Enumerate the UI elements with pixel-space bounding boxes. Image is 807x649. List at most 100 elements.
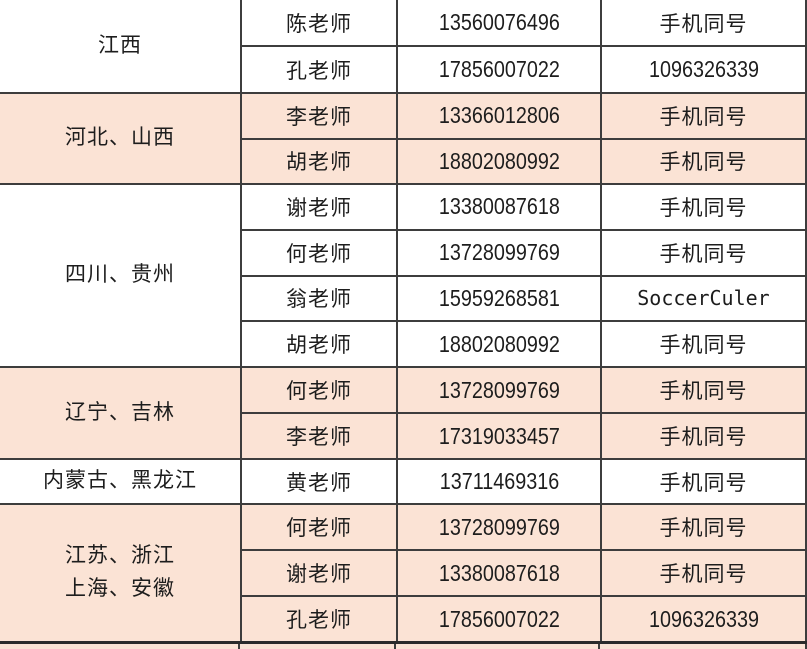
phone-cell: 13728099769 <box>396 505 600 549</box>
group-rows: 谢老师 13380087618 手机同号 何老师 13728099769 手机同… <box>240 185 805 366</box>
phone-number: 17856007022 <box>438 56 560 82</box>
region-group-liaoning-jilin: 辽宁、吉林 何老师 13728099769 手机同号 李老师 173190334… <box>0 366 805 458</box>
contact-value: 手机同号 <box>659 380 748 403</box>
group-rows: 李老师 13366012806 手机同号 胡老师 18802080992 手机同… <box>240 94 805 183</box>
teacher-cell-sliver <box>240 644 396 649</box>
region-group-sichuan-guizhou: 四川、贵州 谢老师 13380087618 手机同号 何老师 137280997… <box>0 183 805 366</box>
phone-number: 15959268581 <box>438 284 560 311</box>
teacher-cell: 何老师 <box>242 231 396 275</box>
table-row: 谢老师 13380087618 手机同号 <box>242 549 805 595</box>
region-cell: 辽宁、吉林 <box>0 368 240 458</box>
phone-number: 13380087618 <box>438 193 560 220</box>
phone-number: 18802080992 <box>438 147 560 174</box>
teacher-label: 谢老师 <box>286 196 352 220</box>
teacher-label: 陈老师 <box>286 12 352 36</box>
region-cell: 内蒙古、黑龙江 <box>0 460 240 503</box>
teacher-cell: 胡老师 <box>242 322 396 366</box>
group-rows: 陈老师 13560076496 手机同号 孔老师 17856007022 109… <box>240 0 805 92</box>
contact-cell: 手机同号 <box>600 185 805 229</box>
teacher-label: 何老师 <box>286 517 352 540</box>
contact-value: 1096326339 <box>648 56 759 82</box>
phone-number: 13728099769 <box>438 376 560 403</box>
group-rows: 黄老师 13711469316 手机同号 <box>240 460 805 503</box>
phone-number: 13711469316 <box>439 468 559 494</box>
region-group-jiangxi: 江西 陈老师 13560076496 手机同号 孔老师 17856007022 … <box>0 0 805 92</box>
teacher-label: 翁老师 <box>286 288 352 312</box>
teacher-label: 胡老师 <box>286 334 352 358</box>
contact-cell: 手机同号 <box>600 230 805 275</box>
phone-number: 17319033457 <box>438 422 560 449</box>
contact-value: 手机同号 <box>659 517 748 540</box>
phone-number: 18802080992 <box>438 330 560 357</box>
contact-cell-sliver <box>600 644 805 649</box>
phone-cell: 18802080992 <box>396 139 600 183</box>
teacher-label: 李老师 <box>286 426 352 449</box>
contact-cell: 手机同号 <box>600 460 805 503</box>
region-group-jiangsu-zhejiang-shanghai-anhui: 江苏、浙江 上海、安徽 何老师 13728099769 手机同号 谢老师 133… <box>0 503 805 641</box>
phone-number: 17856007022 <box>438 605 560 632</box>
contact-value: 手机同号 <box>659 242 748 266</box>
phone-cell-sliver <box>396 644 600 649</box>
table-row: 李老师 13366012806 手机同号 <box>242 94 805 138</box>
contact-value: 手机同号 <box>659 563 748 586</box>
teacher-cell: 黄老师 <box>242 460 396 503</box>
contact-value: 手机同号 <box>659 334 748 358</box>
table-row: 孔老师 17856007022 1096326339 <box>242 45 805 92</box>
contact-cell: 1096326339 <box>600 47 805 92</box>
teacher-cell: 陈老师 <box>242 0 396 45</box>
teacher-label: 黄老师 <box>286 471 352 495</box>
contact-value: 1096326339 <box>648 605 759 632</box>
phone-cell: 13728099769 <box>396 230 600 275</box>
region-label: 江西 <box>98 33 142 57</box>
teacher-label: 孔老师 <box>286 59 352 83</box>
phone-cell: 15959268581 <box>396 276 600 321</box>
contact-cell: 手机同号 <box>600 322 805 366</box>
teacher-cell: 孔老师 <box>242 597 396 641</box>
teacher-cell: 谢老师 <box>242 551 396 595</box>
table-row: 何老师 13728099769 手机同号 <box>242 228 805 275</box>
contact-value: 手机同号 <box>659 105 748 129</box>
teacher-cell: 翁老师 <box>242 277 396 321</box>
phone-number: 13560076496 <box>438 9 560 35</box>
teacher-label: 孔老师 <box>286 609 352 632</box>
region-label: 河北、山西 <box>65 126 175 150</box>
table-row: 胡老师 18802080992 手机同号 <box>242 320 805 366</box>
contact-cell: 手机同号 <box>600 505 805 549</box>
teacher-label: 胡老师 <box>286 151 352 175</box>
region-label: 四川、贵州 <box>65 263 175 287</box>
contact-cell: 手机同号 <box>600 0 805 45</box>
contact-cell: 手机同号 <box>600 139 805 183</box>
region-label: 江苏、浙江 上海、安徽 <box>65 544 175 600</box>
teacher-cell: 谢老师 <box>242 185 396 229</box>
teacher-cell: 何老师 <box>242 505 396 549</box>
contact-cell: 手机同号 <box>600 368 805 412</box>
contact-value: 手机同号 <box>659 471 748 495</box>
group-rows: 何老师 13728099769 手机同号 谢老师 13380087618 手机同… <box>240 505 805 641</box>
phone-cell: 17856007022 <box>396 597 600 641</box>
contact-value: 手机同号 <box>659 12 748 36</box>
phone-number: 13366012806 <box>438 102 560 129</box>
contact-cell: 1096326339 <box>600 597 805 641</box>
phone-cell: 18802080992 <box>396 322 600 366</box>
table-row: 胡老师 18802080992 手机同号 <box>242 137 805 183</box>
contact-cell: 手机同号 <box>600 414 805 458</box>
phone-cell: 13560076496 <box>396 0 600 45</box>
contact-value: SoccerCuler <box>637 286 770 311</box>
contact-value: 手机同号 <box>659 426 748 449</box>
contact-cell: 手机同号 <box>600 551 805 595</box>
teacher-cell: 李老师 <box>242 414 396 458</box>
phone-number: 13380087618 <box>438 559 560 586</box>
region-label: 内蒙古、黑龙江 <box>43 469 197 493</box>
phone-cell: 13366012806 <box>396 94 600 138</box>
region-cell: 四川、贵州 <box>0 185 240 366</box>
teacher-label: 谢老师 <box>286 563 352 586</box>
region-group-neimenggu-heilongjiang: 内蒙古、黑龙江 黄老师 13711469316 手机同号 <box>0 458 805 503</box>
group-rows: 何老师 13728099769 手机同号 李老师 17319033457 手机同… <box>240 368 805 458</box>
phone-cell: 17856007022 <box>396 47 600 92</box>
table-row: 陈老师 13560076496 手机同号 <box>242 0 805 45</box>
table-row: 何老师 13728099769 手机同号 <box>242 505 805 549</box>
phone-cell: 13711469316 <box>396 460 600 503</box>
teacher-cell: 孔老师 <box>242 47 396 92</box>
teacher-label: 李老师 <box>286 105 352 129</box>
region-label: 辽宁、吉林 <box>65 400 175 424</box>
